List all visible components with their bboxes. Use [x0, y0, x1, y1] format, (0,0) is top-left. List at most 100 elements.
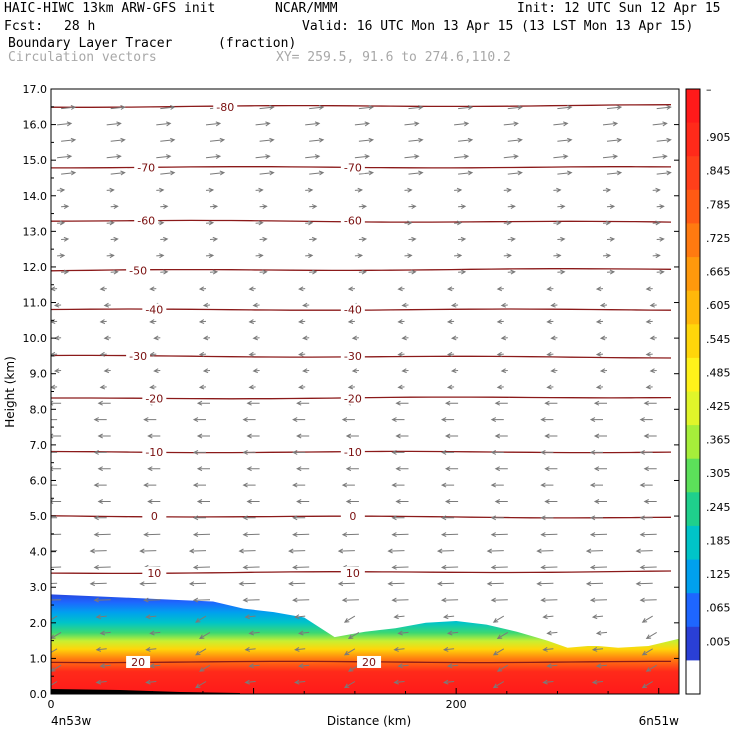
vector-arrow: [57, 154, 73, 160]
vector-arrow: [553, 187, 562, 193]
vector-arrow: [401, 335, 409, 341]
field-units: (fraction): [218, 36, 297, 51]
vector-arrow: [298, 319, 306, 325]
contour-label-bg: [357, 655, 382, 668]
vector-arrow: [358, 170, 375, 176]
contour-labels: -80 -70 -70 -60 -60 -50 -40 -40 -30 -30 -20 -20 -10 -…: [126, 100, 382, 669]
vector-arrow: [51, 599, 62, 601]
vector-arrow: [446, 319, 455, 325]
vector-arrow: [639, 564, 657, 570]
vector-arrow: [95, 679, 107, 685]
vector-arrow: [238, 548, 256, 554]
vector-arrow: [343, 615, 356, 623]
vectors-label: Circulation vectors: [8, 50, 157, 65]
contour-label--10: -10: [145, 446, 163, 459]
vector-arrow: [309, 204, 318, 210]
vector-arrow: [188, 548, 207, 554]
contour-label-bg: [340, 446, 365, 458]
vector-arrow: [500, 368, 508, 374]
vector-arrow: [440, 564, 459, 570]
vector-arrow: [143, 532, 161, 538]
vector-arrow: [391, 564, 409, 570]
vector-arrow: [593, 400, 607, 406]
vector-arrow: [440, 532, 459, 538]
vector-arrow: [606, 269, 616, 275]
vector-arrow: [153, 368, 161, 374]
vector-arrow: [540, 449, 554, 455]
contour-label-bg: [134, 214, 159, 227]
vector-arrow: [486, 548, 504, 554]
vector-arrow: [397, 630, 409, 636]
vector-arrow: [51, 648, 58, 656]
vector-arrow: [542, 646, 554, 652]
vector-arrow: [139, 548, 157, 554]
contour-label-10: 10: [346, 567, 360, 580]
vector-arrow: [93, 564, 111, 570]
vector-arrow: [391, 417, 405, 423]
vector-arrow: [248, 351, 256, 357]
vector-arrow: [248, 286, 256, 292]
vector-arrow: [494, 466, 508, 472]
vector-arrow: [454, 154, 470, 160]
vector-arrow: [196, 433, 210, 439]
vector-arrow: [347, 631, 360, 639]
vector-arrow: [345, 433, 359, 439]
vector-arrow: [259, 137, 275, 143]
vector-arrow: [57, 121, 73, 127]
colorbar-label: .125: [706, 568, 731, 581]
vector-arrow: [51, 286, 58, 292]
vector-arrow: [205, 121, 222, 127]
vector-arrow: [296, 400, 310, 406]
colorbar-swatch: [686, 458, 700, 493]
colorbar-label: .305: [706, 467, 731, 480]
vector-arrow: [103, 302, 111, 308]
vector-arrow: [490, 449, 504, 455]
colorbar-frame: [685, 88, 701, 695]
vector-arrow: [351, 335, 359, 341]
contour-label--40: -40: [344, 304, 362, 317]
contour-label-10: 10: [147, 567, 161, 580]
vector-arrow: [395, 499, 409, 504]
vector-arrow: [358, 269, 368, 275]
vector-arrow: [589, 564, 608, 570]
vector-arrow: [602, 253, 612, 259]
colorbar-label: .845: [706, 165, 731, 178]
vector-arrow: [599, 335, 608, 341]
field-title: Boundary Layer Tracer: [8, 36, 173, 51]
vector-arrow: [404, 253, 413, 259]
vector-arrow: [248, 319, 256, 325]
valid-time: Valid: 16 UTC Mon 13 Apr 15 (13 LST Mon …: [302, 19, 694, 34]
vector-arrow: [490, 532, 508, 538]
vector-arrow: [606, 137, 623, 143]
vector-arrow: [145, 679, 157, 685]
vector-arrow: [343, 681, 356, 689]
vector-arrow: [160, 170, 176, 176]
vector-arrow: [486, 581, 504, 587]
vector-arrow: [645, 384, 653, 390]
vector-arrow: [595, 286, 604, 292]
init-time: Init: 12 UTC Sun 12 Apr 15: [517, 1, 721, 16]
vector-arrow: [639, 417, 653, 423]
circulation-vectors: [51, 105, 672, 689]
vector-arrow: [490, 564, 508, 570]
vector-arrow: [401, 368, 409, 374]
y-tick-label: 3.0: [30, 581, 48, 594]
vector-arrow: [192, 449, 206, 455]
vector-arrow: [557, 204, 566, 210]
vector-arrow: [450, 368, 459, 374]
vector-arrow: [246, 400, 260, 406]
vector-arrow: [106, 121, 122, 127]
vector-arrow: [195, 648, 207, 656]
vector-arrow: [404, 154, 420, 160]
vector-arrow: [492, 681, 505, 689]
vector-arrow: [599, 302, 608, 308]
vector-arrow: [606, 204, 616, 210]
vector-arrow: [89, 581, 107, 587]
vector-arrow: [298, 384, 306, 390]
y-tick-label: 11.0: [23, 297, 48, 310]
vector-arrow: [255, 253, 264, 259]
vector-arrow: [492, 648, 505, 656]
vector-arrow: [341, 417, 355, 423]
vector-arrow: [401, 302, 409, 308]
vector-arrow: [255, 220, 264, 226]
